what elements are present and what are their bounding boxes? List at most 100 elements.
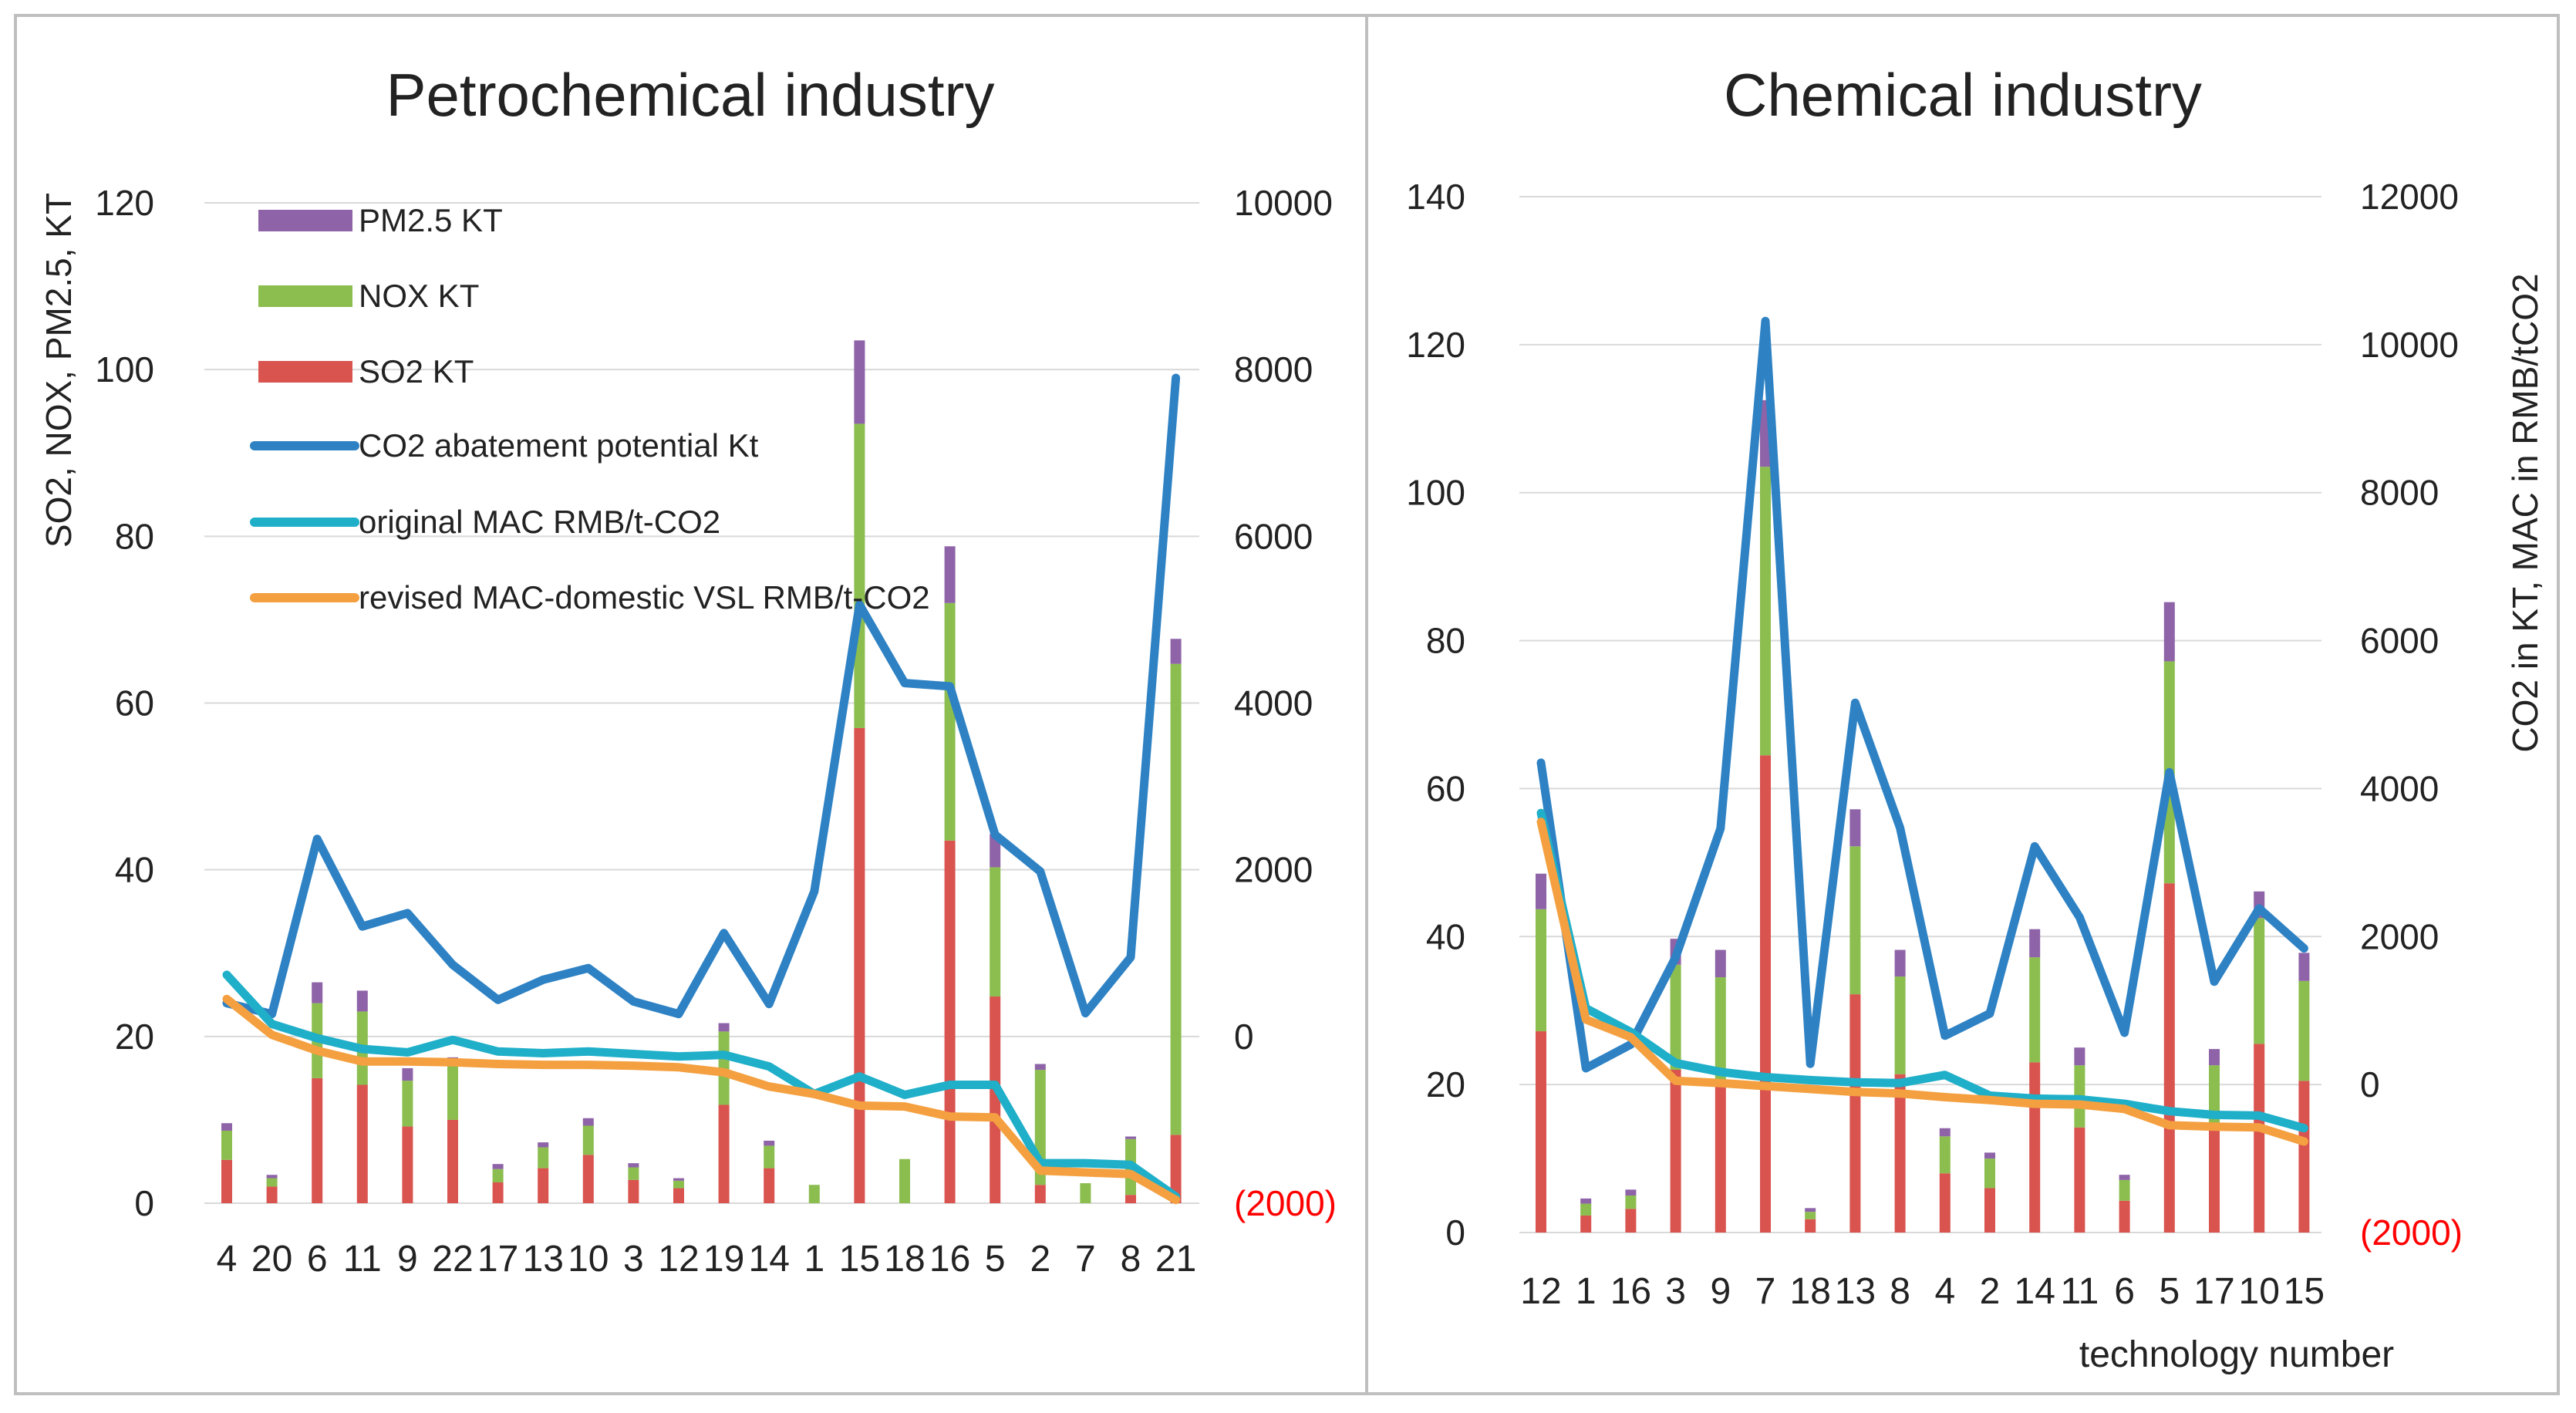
x-tick-label: 8 [1121, 1239, 1141, 1280]
x-tick-label: 12 [1520, 1271, 1561, 1312]
x-tick-label: 13 [523, 1239, 564, 1280]
bar-nox [266, 1178, 278, 1187]
bar-so2 [1625, 1209, 1637, 1233]
y-tick-label: 20 [115, 1017, 154, 1057]
bar-pm25 [1849, 809, 1861, 847]
bar-nox [2254, 918, 2265, 1044]
legend-swatch-pm25 [258, 210, 352, 231]
bar-nox [1536, 909, 1546, 1032]
bar-pm25 [2298, 953, 2310, 981]
y2-tick-label: (2000) [1234, 1183, 1337, 1223]
bar-so2 [1034, 1185, 1046, 1203]
legend: PM2.5 KT NOX KT SO2 KT CO2 abatement pot… [250, 202, 930, 615]
bar-nox [1625, 1195, 1637, 1209]
bar-pm25 [764, 1140, 775, 1146]
y2-tick-label: 4000 [2360, 768, 2439, 808]
x-tick-label: 9 [1710, 1271, 1731, 1312]
x-tick-label: 6 [2114, 1271, 2135, 1312]
x-tick-label: 3 [623, 1239, 644, 1280]
x-tick-label: 11 [2060, 1271, 2099, 1312]
legend-label-co2: CO2 abatement potential Kt [359, 427, 759, 464]
bar-nox [899, 1158, 910, 1203]
bar-pm25 [402, 1067, 413, 1081]
bar-so2 [944, 840, 956, 1203]
y2-tick-label: 2000 [1234, 850, 1313, 890]
bar-pm25 [1034, 1064, 1046, 1071]
bar-nox [854, 423, 865, 728]
bar-pm25 [1625, 1189, 1637, 1196]
y2-tick-label: 10000 [1234, 183, 1333, 223]
y2-tick-label: 10000 [2360, 325, 2459, 365]
bar-pm25 [673, 1178, 684, 1181]
bar-so2 [1939, 1173, 1951, 1233]
bar-so2 [854, 727, 865, 1203]
bar-pm25 [492, 1164, 504, 1169]
bar-so2 [2163, 883, 2175, 1233]
bar-pm25 [312, 982, 323, 1003]
bar-so2 [1894, 1074, 1906, 1233]
x-tick-label: 14 [2015, 1271, 2055, 1312]
bar-so2 [990, 996, 1001, 1203]
x-tick-label: 16 [1610, 1271, 1651, 1312]
right-chart-ticks: 0 20 40 60 80 100 120 140 (2000) 0 2000 4000 6000 800… [1406, 177, 2463, 1312]
x-tick-label: 19 [703, 1239, 744, 1280]
bar-so2 [538, 1168, 549, 1203]
x-tick-label: 13 [1835, 1271, 1876, 1312]
x-tick-label: 18 [1790, 1271, 1831, 1312]
bar-so2 [356, 1084, 368, 1203]
bar-so2 [2074, 1127, 2085, 1233]
y-tick-label: 80 [1426, 621, 1465, 661]
line-co2 [1536, 316, 2308, 1073]
y2-axis-label-right: CO2 in KT, MAC in RMB/tCO2 [2505, 273, 2545, 752]
bar-pm25 [1939, 1128, 1951, 1137]
bar-so2 [2254, 1044, 2265, 1233]
line-mac_original [222, 970, 1181, 1201]
x-tick-label: 9 [397, 1239, 418, 1280]
y2-tick-label: 6000 [2360, 621, 2439, 661]
bar-so2 [764, 1168, 775, 1203]
y-axis-label-left: SO2, NOX, PM2.5, KT [39, 193, 79, 548]
x-tick-label: 7 [1755, 1271, 1776, 1312]
bar-pm25 [1805, 1208, 1816, 1212]
bar-nox [673, 1180, 684, 1189]
x-tick-label: 17 [2193, 1271, 2234, 1312]
left-chart-bars [221, 340, 1182, 1203]
y-tick-label: 120 [95, 183, 154, 223]
bar-so2 [1715, 1081, 1726, 1233]
bar-so2 [1580, 1215, 1592, 1233]
y2-tick-label: 4000 [1234, 683, 1313, 723]
bar-nox [990, 867, 1001, 997]
bar-so2 [582, 1155, 594, 1203]
bar-pm25 [1715, 949, 1726, 978]
chart-title-petrochemical: Petrochemical industry [386, 61, 995, 129]
legend-label-mac-original: original MAC RMB/t-CO2 [359, 504, 720, 540]
x-tick-label: 11 [343, 1239, 382, 1280]
bar-pm25 [854, 340, 865, 424]
bar-nox [221, 1130, 232, 1160]
y-tick-label: 80 [115, 516, 154, 556]
x-tick-label: 12 [658, 1239, 699, 1280]
bar-pm25 [1125, 1136, 1136, 1139]
x-tick-label: 1 [804, 1239, 824, 1280]
bar-so2 [221, 1159, 232, 1203]
x-tick-label: 21 [1155, 1239, 1196, 1280]
line-mac_revised [222, 994, 1181, 1205]
y2-tick-label: 8000 [1234, 349, 1313, 390]
bar-pm25 [628, 1163, 639, 1168]
bar-nox [1670, 964, 1681, 1070]
bar-so2 [718, 1104, 730, 1203]
bar-so2 [673, 1188, 684, 1203]
x-tick-label: 3 [1665, 1271, 1686, 1312]
bar-nox [944, 602, 956, 841]
x-tick-label: 20 [251, 1239, 292, 1280]
bar-so2 [266, 1186, 278, 1203]
y2-tick-label: 2000 [2360, 916, 2439, 956]
bar-nox [492, 1169, 504, 1182]
x-tick-label: 2 [1980, 1271, 2001, 1312]
bar-so2 [1670, 1069, 1681, 1233]
bar-nox [808, 1185, 820, 1203]
bar-nox [1760, 467, 1771, 756]
x-tick-label: 22 [432, 1239, 473, 1280]
y-tick-label: 20 [1426, 1064, 1465, 1104]
